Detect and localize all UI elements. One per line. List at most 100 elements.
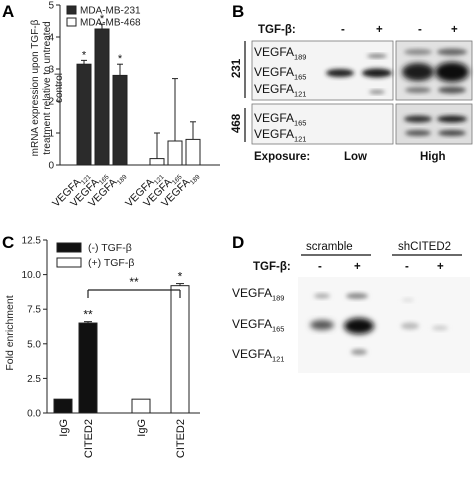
panel-b: B TGF-β: - + - + 231 468 [231,2,473,163]
legend-label: (-) TGF-β [88,242,132,254]
blot-b-lane-2: + [376,24,383,36]
panel-c-bars: *** [53,270,190,414]
bar [170,285,190,414]
band [401,322,419,330]
band [435,62,469,82]
band [438,86,466,94]
y-tick-label: 10.0 [22,270,42,281]
bar [149,158,165,166]
blot-d-lane-4: + [437,261,444,273]
blot-b-cell-line-468: 468 [231,113,243,133]
blot-b-468-high [395,103,473,145]
y-tick-label: 2.5 [27,374,41,385]
x-tick-label: CITED2 [175,419,187,458]
panel-c-y-axis-label: Fold enrichment [4,295,16,370]
y-axis-label-line: treatment relative to untreated [42,21,53,154]
legend-swatch [66,17,77,27]
panel-label-d: D [232,233,244,252]
band [367,54,387,58]
legend-label: MDA-MB-231 [80,6,141,17]
y-tick-label: 5 [48,1,54,12]
blot-d-group-shcited2: shCITED2 [398,241,451,253]
panel-c-legend: (-) TGF-β (+) TGF-β [56,242,134,269]
band [405,87,431,93]
panel-label-a: A [2,2,14,21]
band [346,293,368,299]
blot-b-exposure-low: Low [344,151,367,163]
bar [131,398,151,414]
y-tick-label: 1 [48,129,54,140]
legend-label: MDA-MB-468 [80,18,141,29]
blot-b-468-low [251,103,394,145]
blot-d-band-label: VEGFA165 [232,317,284,334]
blot-b-treatment-label: TGF-β: [258,24,296,36]
blot-d-band-label: VEGFA189 [232,286,284,303]
x-tick-label: IgG [136,419,148,437]
blot-b-lane-1: - [341,24,345,36]
blot-d-group-scramble: scramble [306,241,353,253]
band [404,49,432,55]
blot-b-lane-3: - [418,24,422,36]
legend-swatch [56,257,82,268]
blot-b-band-label: VEGFA189 [254,45,306,62]
blot-b-exposure-label: Exposure: [254,151,310,163]
panel-label-b: B [232,2,244,21]
blot-d-lane-2: + [354,261,361,273]
blot-b-lane-4: + [451,24,458,36]
bar [53,398,73,414]
blot-d-bands [310,293,448,355]
band [369,90,385,94]
y-tick-label: 5.0 [27,339,41,350]
panel-a: A mRNA expression upon TGF-β treatment re… [2,1,220,210]
band [402,63,434,81]
band [404,115,432,123]
blot-b-band-label: VEGFA121 [254,127,306,144]
y-tick-label: 4 [48,33,54,44]
bar [185,138,201,166]
band [351,349,367,355]
band [326,69,354,77]
legend-swatch [66,5,77,15]
y-tick-label: 7.5 [27,305,41,316]
blot-b-band-label: VEGFA121 [254,82,306,99]
bracket-label: ** [129,275,139,289]
bar [76,63,92,166]
blot-b-band-label: VEGFA165 [254,65,306,82]
y-tick-label: 3 [48,65,54,76]
panel-a-x-labels: VEGFA121VEGFA165VEGFA189VEGFA121VEGFA165… [50,173,202,209]
x-tick-label: CITED2 [83,419,95,458]
panel-d: D scramble shCITED2 TGF-β: - + - + VEGFA… [232,233,470,373]
bar [78,322,98,414]
y-tick-label: 0.0 [27,409,41,420]
panel-c-x-labels: IgG CITED2 IgG CITED2 [58,419,187,458]
y-tick-label: 2 [48,97,54,108]
blot-d-band-label: VEGFA121 [232,347,284,364]
legend-swatch [56,242,82,253]
blot-d-lane-3: - [405,261,409,273]
band [362,68,392,78]
y-axis-label-line: mRNA expression upon TGF-β [30,19,41,156]
y-tick-label: 12.5 [22,236,42,247]
band [437,48,467,56]
legend-label: (+) TGF-β [88,257,134,269]
blot-b-band-label: VEGFA165 [254,111,306,128]
blot-d-band-labels: VEGFA189 VEGFA165 VEGFA121 [232,286,284,364]
bar [94,28,110,166]
significance-mark: * [118,53,123,65]
band [310,320,334,330]
blot-b-231-high-bands [402,48,469,94]
panel-c: C Fold enrichment 0.0 2.5 5.0 7.5 10.0 12.5 *… [2,233,200,458]
blot-b-231-low-bands [326,54,392,94]
band [437,115,467,123]
blot-b-468-high-bands [404,115,467,136]
y-tick-label: 0 [48,161,54,172]
band [402,298,414,302]
panel-a-bars: * * * [76,13,201,166]
x-tick-label: IgG [58,419,70,437]
significance-mark: * [100,13,105,25]
band [314,293,330,299]
panel-label-c: C [2,233,14,252]
blot-d-lane-1: - [318,261,322,273]
